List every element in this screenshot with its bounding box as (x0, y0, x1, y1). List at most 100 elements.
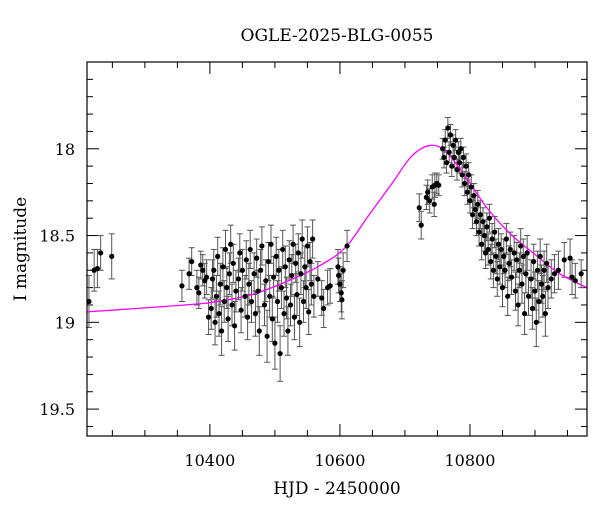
data-point (493, 253, 499, 259)
data-point (256, 328, 262, 334)
data-point (492, 229, 498, 235)
data-point (319, 295, 325, 301)
data-point (302, 264, 308, 270)
data-point (198, 262, 204, 268)
data-point (287, 302, 294, 308)
data-point (427, 198, 433, 204)
data-point (277, 350, 283, 357)
data-point (431, 201, 437, 207)
data-point (512, 288, 519, 294)
data-point (505, 293, 511, 299)
data-point (462, 180, 468, 187)
data-point (532, 288, 538, 294)
data-point (200, 267, 206, 273)
data-point (237, 250, 243, 256)
data-point (264, 333, 270, 339)
data-point (538, 281, 545, 287)
data-point (506, 260, 512, 266)
data-point (278, 285, 285, 291)
data-point (520, 253, 526, 259)
data-point (467, 198, 473, 204)
data-point (230, 260, 236, 266)
data-point (194, 285, 200, 291)
data-point (489, 236, 495, 242)
data-point (282, 264, 288, 270)
data-point (340, 267, 346, 273)
data-point (239, 267, 245, 273)
data-point (216, 311, 222, 317)
data-point (451, 154, 457, 161)
data-point (196, 290, 202, 296)
data-point (508, 274, 515, 280)
data-point (298, 271, 304, 277)
data-point (98, 250, 104, 256)
data-point (263, 278, 269, 284)
data-point (220, 264, 226, 270)
data-point (344, 243, 350, 249)
data-point (479, 241, 485, 247)
data-point (224, 285, 230, 291)
data-point (327, 283, 333, 289)
data-point (477, 212, 483, 218)
data-point (542, 311, 548, 317)
data-point (519, 281, 525, 287)
data-point (446, 149, 452, 155)
data-point (268, 241, 274, 247)
y-tick-label: 19.5 (39, 400, 75, 419)
data-point (226, 271, 232, 277)
data-point (273, 253, 279, 259)
data-point (258, 267, 264, 273)
plot-frame (86, 61, 588, 437)
data-point (534, 267, 541, 273)
data-point (336, 272, 342, 279)
data-point (533, 319, 539, 325)
data-point (306, 309, 312, 315)
data-point (471, 193, 477, 199)
data-point (490, 267, 496, 273)
data-point (518, 243, 524, 249)
data-point (521, 311, 528, 317)
data-point (548, 276, 554, 282)
data-point (481, 232, 487, 239)
data-point (247, 246, 253, 253)
data-point (476, 229, 482, 235)
data-point (300, 298, 307, 305)
data-point (204, 274, 210, 280)
data-point (274, 298, 281, 305)
y-tick-label: 18.5 (39, 227, 75, 246)
data-point (473, 219, 480, 225)
data-point (286, 257, 292, 263)
data-point (221, 298, 227, 305)
data-point (215, 253, 221, 259)
data-point (254, 255, 260, 261)
data-point (295, 250, 301, 256)
data-point (440, 146, 446, 152)
data-point (524, 250, 530, 256)
data-point (280, 246, 286, 253)
x-tick-label: 10400 (184, 451, 235, 470)
data-point (299, 236, 305, 242)
data-point (501, 253, 507, 259)
data-point (228, 241, 234, 247)
data-point (515, 302, 521, 308)
data-point (339, 297, 345, 303)
data-point (293, 260, 299, 266)
data-point (443, 160, 450, 166)
data-point (291, 314, 298, 320)
data-point (545, 285, 551, 291)
data-point (315, 276, 321, 282)
data-point (94, 265, 101, 272)
data-point (450, 142, 456, 148)
data-point (531, 258, 537, 265)
data-point (337, 281, 343, 287)
data-point (459, 172, 465, 178)
data-point (225, 316, 231, 322)
data-point (416, 205, 422, 211)
data-point (205, 314, 212, 320)
data-point (213, 293, 219, 299)
data-point (235, 276, 242, 282)
data-point (569, 274, 575, 280)
data-point (442, 137, 448, 143)
data-point (290, 241, 296, 247)
data-point (310, 236, 316, 242)
